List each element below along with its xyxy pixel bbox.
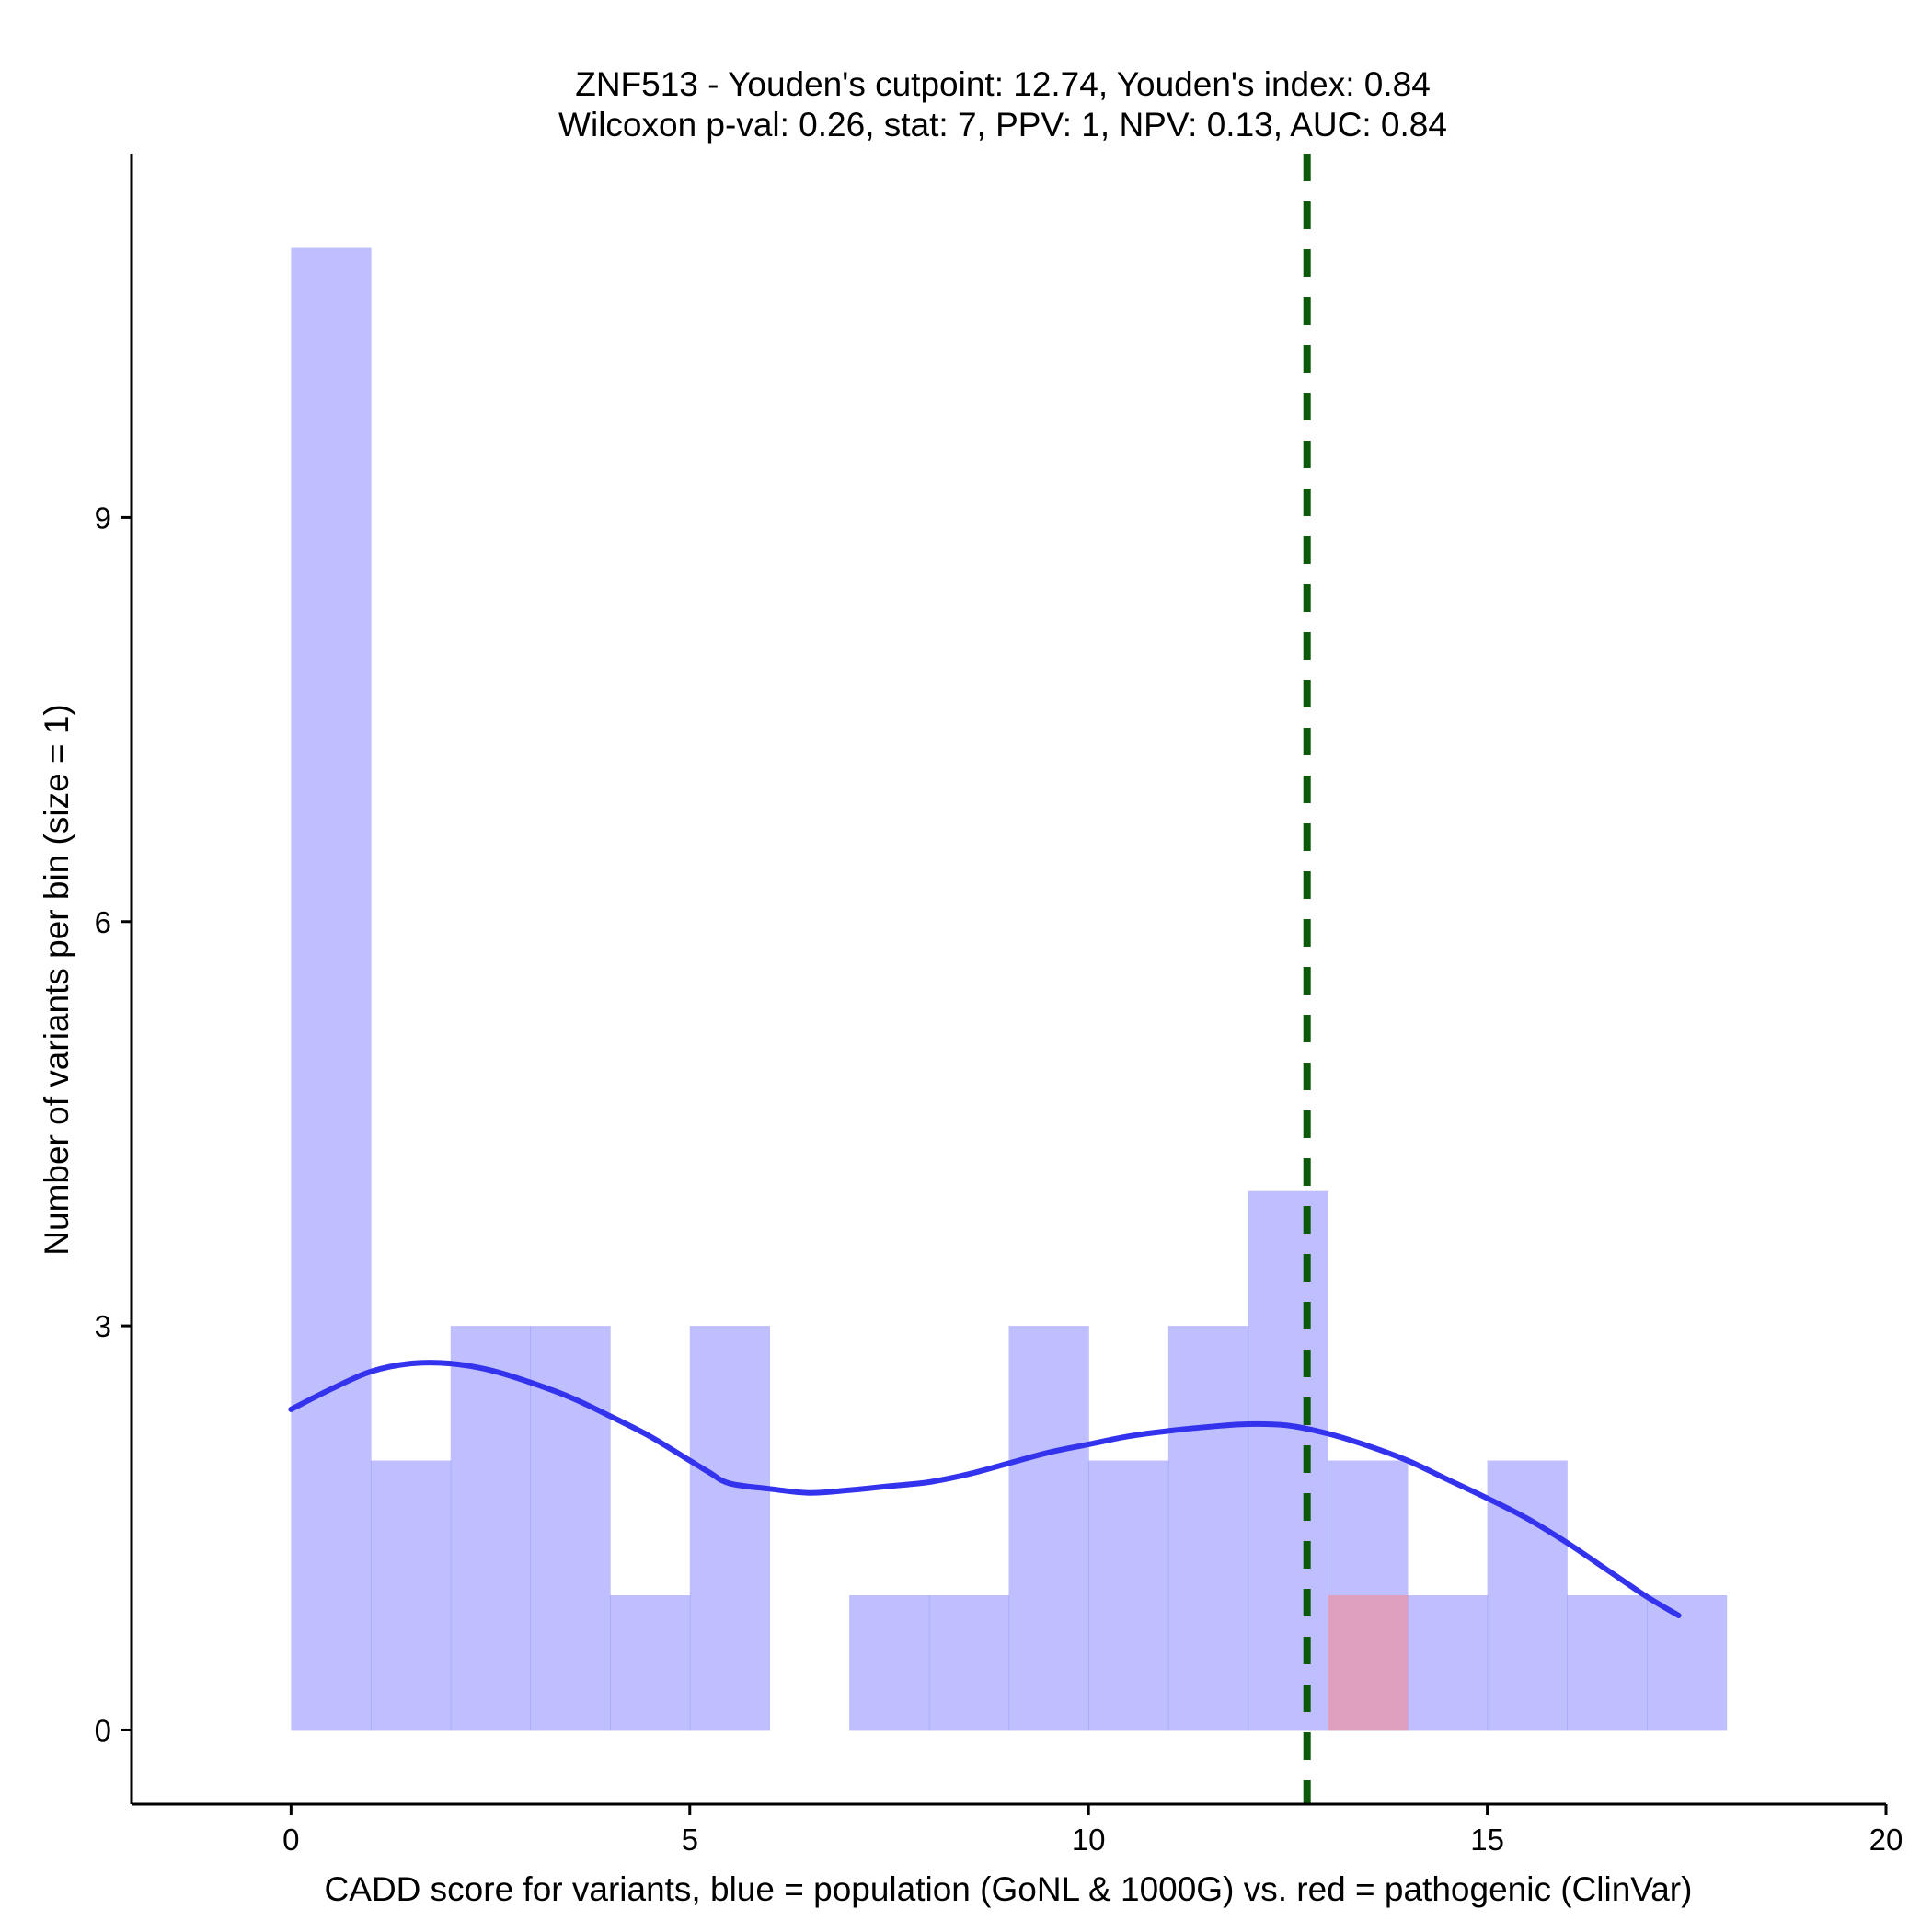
histogram-bar bbox=[610, 1595, 691, 1731]
histogram-bar bbox=[1008, 1326, 1089, 1731]
histogram-bar bbox=[1407, 1595, 1489, 1731]
y-tick-label: 3 bbox=[95, 1309, 111, 1343]
histogram-bar bbox=[1328, 1595, 1409, 1731]
y-axis-label: Number of variants per bin (size = 1) bbox=[38, 704, 75, 1255]
histogram-bar bbox=[1487, 1460, 1568, 1731]
histogram-bar bbox=[849, 1595, 930, 1731]
histogram-bar bbox=[928, 1595, 1010, 1731]
histogram-bar bbox=[1646, 1595, 1728, 1731]
y-tick-label: 0 bbox=[95, 1713, 111, 1747]
density-curve-layer bbox=[288, 1360, 1682, 1618]
histogram-bar bbox=[1088, 1460, 1169, 1731]
y-axis-ticks: 0 3 6 9 bbox=[95, 500, 132, 1747]
x-tick-label: 5 bbox=[682, 1823, 698, 1857]
x-tick-label: 10 bbox=[1072, 1823, 1106, 1857]
histogram-bar bbox=[1567, 1595, 1648, 1731]
x-tick-label: 0 bbox=[282, 1823, 299, 1857]
histogram-bar bbox=[689, 1326, 771, 1731]
x-axis-ticks: 0 5 10 15 20 bbox=[282, 1804, 1903, 1857]
density-curve bbox=[288, 1360, 1682, 1618]
histogram-bars bbox=[291, 247, 1728, 1731]
chart-title-line2: Wilcoxon p-val: 0.26, stat: 7, PPV: 1, N… bbox=[558, 106, 1447, 144]
histogram-bar bbox=[530, 1326, 611, 1731]
histogram-bar bbox=[1167, 1326, 1249, 1731]
x-axis-label: CADD score for variants, blue = populati… bbox=[325, 1870, 1693, 1908]
x-tick-label: 15 bbox=[1470, 1823, 1504, 1857]
y-tick-label: 9 bbox=[95, 500, 111, 535]
histogram-bar bbox=[291, 247, 372, 1731]
y-tick-label: 6 bbox=[95, 905, 111, 939]
histogram-bar bbox=[1248, 1190, 1328, 1731]
chart-title-line1: ZNF513 - Youden's cutpoint: 12.74, Youde… bbox=[575, 65, 1431, 103]
histogram-bar bbox=[371, 1460, 452, 1731]
histogram-bar bbox=[450, 1326, 532, 1731]
x-tick-label: 20 bbox=[1869, 1823, 1903, 1857]
